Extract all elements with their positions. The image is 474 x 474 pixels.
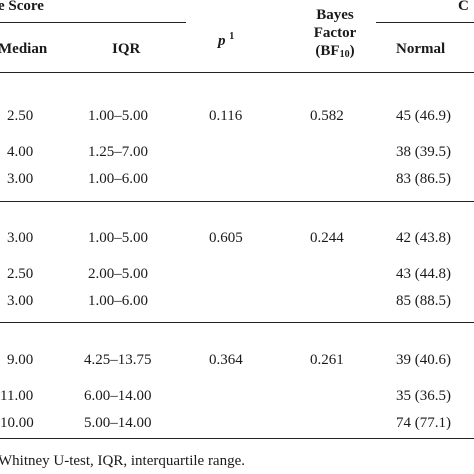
group-separator-rule	[0, 322, 474, 323]
bf-open: (BF	[315, 43, 340, 59]
iqr-cell: 1.00–6.00	[88, 293, 148, 309]
footnote: Whitney U-test, IQR, interquartile range…	[0, 453, 246, 469]
right-group-header: C	[458, 0, 469, 14]
score-group-rule	[0, 22, 186, 23]
bf-sub: 10	[339, 49, 350, 60]
normal-cell: 39 (40.6)	[396, 352, 451, 368]
median-cell: 3.00	[7, 171, 34, 187]
normal-cell: 42 (43.8)	[396, 230, 451, 246]
p-value-header: p 1	[218, 32, 234, 50]
median-column-header: Median	[0, 41, 48, 57]
normal-cell: 38 (39.5)	[396, 144, 451, 160]
median-cell: 9.00	[7, 352, 34, 368]
normal-column-header: Normal	[396, 41, 446, 57]
group-separator-rule	[0, 201, 474, 202]
median-cell: 3.00	[7, 293, 34, 309]
normal-cell: 85 (88.5)	[396, 293, 451, 309]
right-group-rule	[376, 22, 474, 23]
iqr-cell: 6.00–14.00	[84, 388, 152, 404]
median-cell: 10.00	[0, 415, 34, 431]
p-value-cell: 0.364	[209, 352, 243, 368]
table-bottom-rule	[0, 438, 474, 439]
median-cell: 11.00	[0, 388, 34, 404]
normal-cell: 74 (77.1)	[396, 415, 451, 431]
header-bottom-rule	[0, 72, 474, 73]
iqr-cell: 1.00–5.00	[88, 230, 148, 246]
bayes-line-2: Factor	[313, 25, 357, 41]
iqr-cell: 4.25–13.75	[84, 352, 152, 368]
bf-close: )	[349, 43, 355, 59]
bayes-line-3: (BF10)	[298, 42, 372, 60]
p-symbol: p	[218, 33, 226, 49]
score-group-header: e Score	[0, 0, 44, 14]
p-footnote-mark: 1	[229, 31, 235, 42]
normal-cell: 43 (44.8)	[396, 266, 451, 282]
iqr-cell: 1.25–7.00	[88, 144, 148, 160]
normal-cell: 35 (36.5)	[396, 388, 451, 404]
bayes-factor-cell: 0.244	[310, 230, 344, 246]
median-cell: 3.00	[7, 230, 34, 246]
iqr-cell: 1.00–6.00	[88, 171, 148, 187]
iqr-cell: 2.00–5.00	[88, 266, 148, 282]
median-cell: 4.00	[7, 144, 34, 160]
p-value-cell: 0.116	[209, 108, 243, 124]
iqr-cell: 5.00–14.00	[84, 415, 152, 431]
median-cell: 2.50	[7, 108, 34, 124]
bayes-factor-cell: 0.261	[310, 352, 344, 368]
iqr-column-header: IQR	[112, 41, 141, 57]
normal-cell: 45 (46.9)	[396, 108, 451, 124]
median-cell: 2.50	[7, 266, 34, 282]
bayes-factor-header: Bayes Factor (BF10)	[298, 6, 372, 60]
bayes-factor-cell: 0.582	[310, 108, 344, 124]
p-value-cell: 0.605	[209, 230, 243, 246]
normal-cell: 83 (86.5)	[396, 171, 451, 187]
bayes-line-1: Bayes	[316, 7, 354, 23]
iqr-cell: 1.00–5.00	[88, 108, 148, 124]
